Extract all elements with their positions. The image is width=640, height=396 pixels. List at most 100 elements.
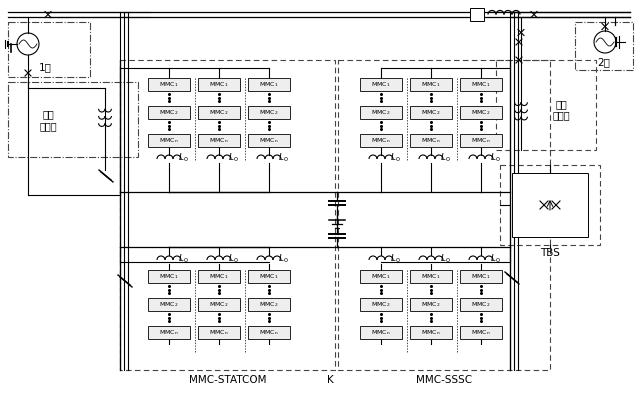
Bar — [148, 298, 190, 311]
Bar — [500, 165, 600, 245]
Bar — [360, 78, 402, 91]
Bar — [198, 106, 240, 119]
Text: $\rm MMC_1$: $\rm MMC_1$ — [259, 272, 279, 281]
Text: $L_0$: $L_0$ — [440, 152, 451, 164]
Text: $\rm MMC_1$: $\rm MMC_1$ — [421, 272, 441, 281]
Bar — [148, 326, 190, 339]
Bar — [198, 134, 240, 147]
Bar — [360, 270, 402, 283]
Bar — [8, 22, 90, 77]
Text: $L_0$: $L_0$ — [178, 152, 188, 164]
Bar — [198, 326, 240, 339]
Text: $\rm MMC_1$: $\rm MMC_1$ — [259, 80, 279, 89]
Bar — [8, 82, 138, 157]
Bar — [460, 78, 502, 91]
Text: $\rm MMC_1$: $\rm MMC_1$ — [371, 80, 391, 89]
Bar — [410, 298, 452, 311]
Bar — [360, 134, 402, 147]
Bar — [248, 134, 290, 147]
Text: $L_0$: $L_0$ — [390, 152, 400, 164]
Bar — [460, 298, 502, 311]
Text: $\rm MMC_n$: $\rm MMC_n$ — [471, 136, 491, 145]
Bar — [120, 60, 335, 370]
Bar — [410, 270, 452, 283]
Bar — [248, 326, 290, 339]
Text: $L_0$: $L_0$ — [490, 152, 500, 164]
Bar — [248, 298, 290, 311]
Bar — [460, 326, 502, 339]
Text: $\rm MMC_1$: $\rm MMC_1$ — [471, 80, 491, 89]
Bar — [148, 106, 190, 119]
Text: $\rm MMC_2$: $\rm MMC_2$ — [209, 300, 228, 309]
Text: $\rm MMC_1$: $\rm MMC_1$ — [371, 272, 391, 281]
Text: $L_0$: $L_0$ — [228, 253, 238, 265]
Text: $\rm MMC_2$: $\rm MMC_2$ — [259, 108, 279, 117]
Bar — [360, 326, 402, 339]
Bar — [410, 326, 452, 339]
Bar — [198, 298, 240, 311]
Text: MMC-STATCOM: MMC-STATCOM — [189, 375, 266, 385]
Bar — [148, 78, 190, 91]
Bar — [410, 78, 452, 91]
Bar — [410, 106, 452, 119]
Bar — [148, 134, 190, 147]
Text: $L_0$: $L_0$ — [178, 253, 188, 265]
Bar — [360, 106, 402, 119]
Text: 并联
变压器: 并联 变压器 — [39, 109, 57, 131]
Text: $L_0$: $L_0$ — [390, 253, 400, 265]
Bar — [198, 78, 240, 91]
Text: $\rm MMC_1$: $\rm MMC_1$ — [471, 272, 491, 281]
Bar — [460, 134, 502, 147]
Text: 2号: 2号 — [598, 57, 611, 67]
Bar — [496, 60, 596, 150]
Bar — [460, 270, 502, 283]
Text: $\rm MMC_1$: $\rm MMC_1$ — [159, 272, 179, 281]
Text: $\rm MMC_1$: $\rm MMC_1$ — [159, 80, 179, 89]
Text: $\rm MMC_2$: $\rm MMC_2$ — [259, 300, 279, 309]
Bar — [248, 106, 290, 119]
Text: $\rm MMC_n$: $\rm MMC_n$ — [421, 328, 441, 337]
Bar — [248, 270, 290, 283]
Text: $\rm MMC_2$: $\rm MMC_2$ — [471, 108, 491, 117]
Text: $L_0$: $L_0$ — [278, 253, 288, 265]
Text: $\rm MMC_n$: $\rm MMC_n$ — [209, 136, 228, 145]
Bar — [512, 173, 588, 237]
Text: $\rm MMC_n$: $\rm MMC_n$ — [471, 328, 491, 337]
Text: $\rm MMC_2$: $\rm MMC_2$ — [371, 108, 391, 117]
Bar — [248, 78, 290, 91]
Text: $\rm MMC_n$: $\rm MMC_n$ — [421, 136, 441, 145]
Text: $\rm MMC_2$: $\rm MMC_2$ — [371, 300, 391, 309]
Text: $\rm MMC_1$: $\rm MMC_1$ — [209, 80, 228, 89]
Bar — [470, 8, 484, 21]
Text: $\rm MMC_n$: $\rm MMC_n$ — [159, 136, 179, 145]
Text: $\rm MMC_n$: $\rm MMC_n$ — [371, 328, 391, 337]
Text: $\rm MMC_2$: $\rm MMC_2$ — [209, 108, 228, 117]
Text: $\rm MMC_n$: $\rm MMC_n$ — [371, 136, 391, 145]
Text: $\rm MMC_n$: $\rm MMC_n$ — [259, 136, 279, 145]
Bar — [575, 22, 633, 70]
Text: TBS: TBS — [540, 248, 560, 258]
Text: $\rm MMC_2$: $\rm MMC_2$ — [421, 108, 441, 117]
Text: MMC-SSSC: MMC-SSSC — [416, 375, 472, 385]
Text: 1号: 1号 — [38, 62, 51, 72]
Text: $\rm MMC_n$: $\rm MMC_n$ — [209, 328, 228, 337]
Bar — [338, 60, 550, 370]
Bar — [198, 270, 240, 283]
Bar — [360, 298, 402, 311]
Text: 串联
变压器: 串联 变压器 — [552, 99, 570, 120]
Text: $L_0$: $L_0$ — [440, 253, 451, 265]
Text: $\rm MMC_1$: $\rm MMC_1$ — [421, 80, 441, 89]
Text: $\rm MMC_1$: $\rm MMC_1$ — [209, 272, 228, 281]
Text: $L_0$: $L_0$ — [278, 152, 288, 164]
Text: $\rm MMC_n$: $\rm MMC_n$ — [259, 328, 279, 337]
Text: $L_0$: $L_0$ — [228, 152, 238, 164]
Text: $\rm MMC_2$: $\rm MMC_2$ — [471, 300, 491, 309]
Text: $\rm MMC_2$: $\rm MMC_2$ — [159, 300, 179, 309]
Text: $\rm MMC_n$: $\rm MMC_n$ — [159, 328, 179, 337]
Text: $\rm MMC_2$: $\rm MMC_2$ — [421, 300, 441, 309]
Text: K: K — [326, 375, 333, 385]
Bar — [460, 106, 502, 119]
Bar — [410, 134, 452, 147]
Text: $\rm MMC_2$: $\rm MMC_2$ — [159, 108, 179, 117]
Bar — [148, 270, 190, 283]
